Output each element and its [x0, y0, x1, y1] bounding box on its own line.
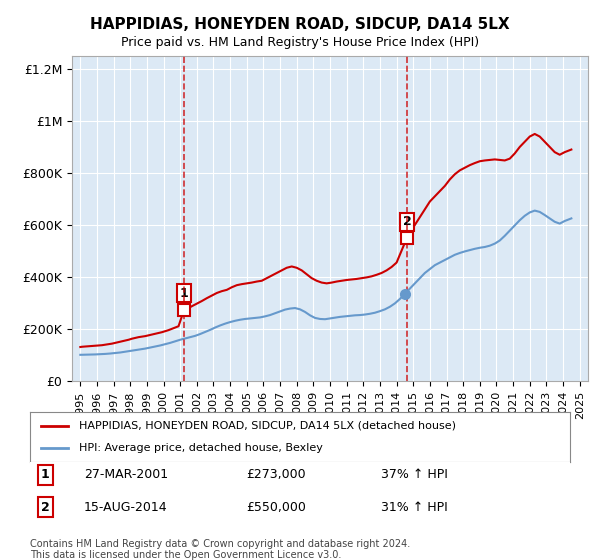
Text: 15-AUG-2014: 15-AUG-2014 — [84, 501, 167, 514]
Text: 37% ↑ HPI: 37% ↑ HPI — [381, 468, 448, 482]
Text: HAPPIDIAS, HONEYDEN ROAD, SIDCUP, DA14 5LX: HAPPIDIAS, HONEYDEN ROAD, SIDCUP, DA14 5… — [90, 17, 510, 32]
Text: Contains HM Land Registry data © Crown copyright and database right 2024.
This d: Contains HM Land Registry data © Crown c… — [30, 539, 410, 560]
Text: HPI: Average price, detached house, Bexley: HPI: Average price, detached house, Bexl… — [79, 443, 322, 453]
Text: £273,000: £273,000 — [246, 468, 305, 482]
Text: 2: 2 — [403, 215, 411, 228]
Text: 1: 1 — [41, 468, 50, 482]
Text: 27-MAR-2001: 27-MAR-2001 — [84, 468, 168, 482]
Text: HAPPIDIAS, HONEYDEN ROAD, SIDCUP, DA14 5LX (detached house): HAPPIDIAS, HONEYDEN ROAD, SIDCUP, DA14 5… — [79, 421, 455, 431]
Text: 1: 1 — [179, 287, 188, 300]
Text: 31% ↑ HPI: 31% ↑ HPI — [381, 501, 448, 514]
Text: 2: 2 — [41, 501, 50, 514]
Text: Price paid vs. HM Land Registry's House Price Index (HPI): Price paid vs. HM Land Registry's House … — [121, 36, 479, 49]
Text: £550,000: £550,000 — [246, 501, 306, 514]
